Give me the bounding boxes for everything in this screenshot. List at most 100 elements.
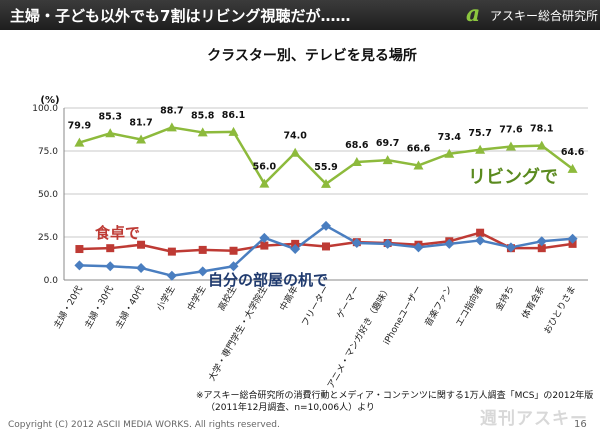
dining-marker bbox=[291, 239, 300, 248]
y-axis-ticks: 0.0 25.0 50.0 75.0 100.0 bbox=[32, 104, 58, 286]
own-room-marker bbox=[567, 233, 578, 244]
x-tick-label: 中学生 bbox=[184, 284, 208, 313]
data-label: 86.1 bbox=[222, 110, 245, 121]
data-label: 74.0 bbox=[283, 131, 307, 142]
dining-marker bbox=[75, 245, 84, 254]
x-tick-label: エコ指向者 bbox=[453, 284, 486, 329]
living-marker bbox=[382, 155, 393, 165]
living-marker bbox=[536, 140, 547, 150]
slide-header: 主婦・子ども以外でも7割はリビング視聴だが…… a アスキー総合研究所 bbox=[0, 0, 600, 30]
living-marker bbox=[505, 141, 516, 151]
own-room-marker bbox=[475, 235, 486, 246]
y-axis-unit-label: (%) bbox=[40, 95, 59, 106]
x-tick-label: フリーター bbox=[300, 284, 332, 328]
x-tick-label: 大学・専門学生・大学院生 bbox=[206, 284, 270, 384]
series-lines bbox=[79, 126, 574, 277]
own-room-marker bbox=[197, 266, 208, 277]
page-number: 16 bbox=[574, 419, 587, 430]
logo-text: アスキー総合研究所 bbox=[490, 9, 599, 23]
grid bbox=[63, 107, 588, 281]
own-room-marker bbox=[505, 242, 516, 253]
own-room-marker bbox=[105, 261, 116, 272]
living-marker bbox=[475, 144, 486, 154]
living-marker bbox=[166, 122, 177, 132]
dining-series-label: 食卓で bbox=[95, 224, 140, 242]
living-marker bbox=[567, 163, 578, 173]
x-tick-label: 小学生 bbox=[154, 284, 178, 313]
x-tick-label: 主婦・30代 bbox=[82, 284, 116, 331]
footnote-line-1: ※アスキー総合研究所の消費行動とメディア・コンテンツに関する1万人調査「MCS」… bbox=[196, 391, 594, 401]
series-markers bbox=[74, 122, 578, 281]
x-tick-label: おひとりさま bbox=[542, 284, 578, 336]
footnote: ※アスキー総合研究所の消費行動とメディア・コンテンツに関する1万人調査「MCS」… bbox=[196, 390, 593, 414]
data-label: 73.4 bbox=[438, 132, 462, 143]
data-label: 64.6 bbox=[561, 147, 585, 158]
own-room-series-label: 自分の部屋の机で bbox=[208, 271, 328, 289]
y-tick-label: 25.0 bbox=[38, 233, 58, 243]
living-marker bbox=[413, 160, 424, 170]
footnote-line-2: （2011年12月調査、n=10,006人）より bbox=[206, 403, 375, 413]
series-line-2 bbox=[79, 224, 573, 277]
y-tick-label: 75.0 bbox=[38, 147, 58, 157]
dining-marker bbox=[476, 228, 485, 237]
dining-marker bbox=[322, 242, 330, 251]
living-marker bbox=[351, 157, 362, 167]
own-room-marker bbox=[413, 242, 424, 253]
own-room-marker bbox=[290, 244, 301, 255]
own-room-marker bbox=[259, 232, 270, 243]
dining-marker bbox=[198, 245, 207, 254]
y-tick-label: 100.0 bbox=[32, 104, 58, 114]
x-tick-label: 金持ち bbox=[493, 284, 517, 313]
x-tick-label: 音楽ファン bbox=[422, 284, 455, 329]
own-room-marker bbox=[351, 238, 362, 249]
own-room-marker bbox=[536, 236, 547, 247]
slide-title: 主婦・子ども以外でも7割はリビング視聴だが…… bbox=[10, 7, 351, 25]
data-label: 78.1 bbox=[530, 124, 553, 135]
data-label: 85.3 bbox=[99, 111, 122, 122]
x-axis-ticks: 主婦・20代主婦・30代主婦・40代 小学生 中学生 高校生大学・専門学生・大学院生中… bbox=[51, 284, 578, 391]
living-marker bbox=[321, 178, 331, 188]
dining-marker bbox=[137, 240, 146, 249]
watermark: 週刊アスキー bbox=[480, 409, 588, 429]
own-room-marker bbox=[321, 220, 331, 231]
dining-marker bbox=[568, 239, 577, 248]
data-label: 56.0 bbox=[253, 162, 277, 173]
living-marker bbox=[105, 128, 116, 138]
x-tick-label: 体育会系 bbox=[519, 284, 547, 321]
x-tick-label: 主婦・20代 bbox=[51, 284, 85, 331]
own-room-marker bbox=[74, 260, 85, 271]
data-label: 81.7 bbox=[129, 117, 152, 128]
own-room-marker bbox=[228, 261, 239, 272]
living-marker bbox=[444, 148, 455, 158]
dining-marker bbox=[229, 246, 238, 255]
dining-marker bbox=[260, 241, 269, 250]
chart-title: クラスター別、テレビを見る場所 bbox=[207, 47, 417, 64]
value-labels: 79.9 85.3 81.7 88.7 85.8 86.1 56.0 74.0 55.9 68.6… bbox=[68, 105, 585, 172]
own-room-marker bbox=[382, 238, 393, 249]
x-tick-label: 主婦・40代 bbox=[113, 284, 147, 331]
data-label: 66.6 bbox=[407, 143, 431, 154]
y-tick-label: 50.0 bbox=[38, 190, 58, 200]
data-label: 55.9 bbox=[314, 162, 337, 173]
copyright: Copyright (C) 2012 ASCII MEDIA WORKS. Al… bbox=[8, 420, 280, 430]
logo-mark: a bbox=[466, 1, 481, 27]
data-label: 69.7 bbox=[376, 138, 399, 149]
living-marker bbox=[228, 126, 239, 136]
own-room-marker bbox=[166, 270, 177, 281]
living-marker bbox=[259, 178, 270, 188]
own-room-marker bbox=[444, 238, 455, 249]
data-label: 79.9 bbox=[68, 121, 91, 132]
living-marker bbox=[74, 137, 85, 147]
x-tick-label: アニメ・マンガ好き（趣味） bbox=[324, 284, 393, 391]
dining-marker bbox=[537, 244, 546, 253]
own-room-marker bbox=[136, 262, 147, 273]
data-label: 77.6 bbox=[499, 125, 523, 136]
dining-marker bbox=[167, 247, 176, 256]
data-label: 88.7 bbox=[160, 105, 183, 116]
data-label: 85.8 bbox=[191, 110, 215, 121]
dining-marker bbox=[106, 244, 115, 253]
data-label: 68.6 bbox=[345, 140, 369, 151]
living-marker bbox=[136, 134, 147, 144]
data-label: 75.7 bbox=[468, 128, 491, 139]
